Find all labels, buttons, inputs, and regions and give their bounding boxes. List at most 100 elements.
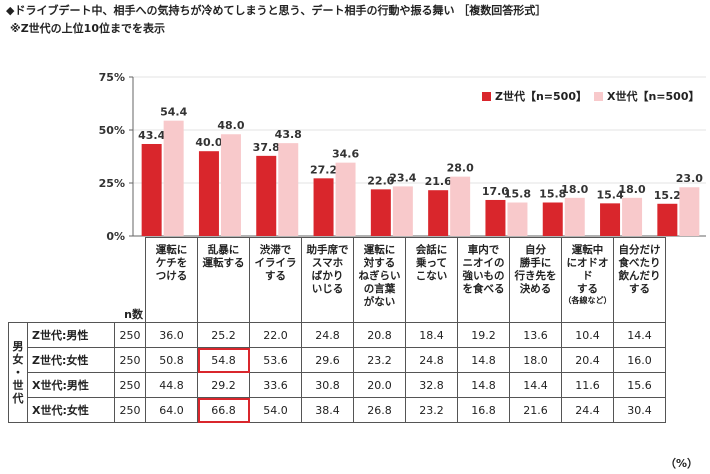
- category-line: つける: [155, 270, 188, 282]
- category-line: 車内で: [467, 244, 500, 256]
- row-label: X世代:女性: [27, 397, 115, 423]
- data-label: 15.4: [596, 188, 623, 201]
- category-header: 運転に 対する ねぎらい の言葉 がない: [353, 237, 406, 323]
- data-label: 43.8: [275, 128, 302, 141]
- table-cell: 24.4: [561, 397, 614, 423]
- category-line: 運転に: [363, 244, 396, 256]
- table-cell: 16.8: [457, 397, 510, 423]
- table-cell: 36.0: [145, 322, 198, 348]
- bar: [657, 203, 678, 236]
- table-cell: 14.4: [509, 372, 562, 398]
- y-tick-label: 75%: [99, 71, 125, 84]
- category-header: 自分だけ 食べたり 飲んだり する: [613, 237, 666, 323]
- bar: [198, 151, 219, 236]
- data-label: 40.0: [195, 136, 222, 149]
- table-cell: 11.6: [561, 372, 614, 398]
- data-label: 23.0: [676, 172, 703, 185]
- bar: [370, 189, 391, 236]
- category-header: 車内で ニオイの 強いもの を食べる: [457, 237, 510, 323]
- data-label: 15.8: [539, 188, 566, 201]
- bar: [450, 176, 471, 236]
- table-cell: 13.6: [509, 322, 562, 348]
- table-cell: 25.2: [197, 322, 250, 348]
- row-label: X世代:男性: [27, 372, 115, 398]
- table-cell: 21.6: [509, 397, 562, 423]
- table-cell: 20.8: [353, 322, 406, 348]
- data-label: 48.0: [217, 119, 244, 132]
- category-line: 飲んだり: [618, 270, 661, 282]
- data-label: 15.2: [654, 189, 681, 202]
- table-cell: 22.0: [249, 322, 302, 348]
- category-line: 自分: [525, 244, 546, 256]
- category-line: ニオイの: [462, 257, 505, 269]
- category-line: 強いもの: [462, 270, 505, 282]
- table-cell: 14.8: [457, 347, 510, 373]
- chart-title: ◆ドライブデート中、相手への気持ちが冷めてしまうと思う、デート相手の行動や振る舞…: [6, 4, 547, 17]
- category-line: ケチを: [155, 257, 188, 269]
- category-note: （各線など）: [563, 296, 612, 305]
- category-line: する: [577, 283, 598, 295]
- category-line: 勝手に: [519, 257, 552, 269]
- data-label: 28.0: [447, 162, 474, 175]
- table-cell: 66.8: [197, 397, 250, 423]
- bar: [564, 197, 585, 236]
- category-line: にオドオド: [566, 257, 609, 282]
- group-label-char: 世: [12, 379, 24, 392]
- category-line: 渋滞で: [259, 244, 292, 256]
- data-label: 27.2: [310, 163, 337, 176]
- bar: [335, 162, 356, 236]
- table-cell: 24.8: [301, 322, 354, 348]
- bar: [679, 187, 700, 236]
- category-line: 運転に: [155, 244, 188, 256]
- category-line: 決める: [519, 283, 552, 295]
- table-row: 男女・世代 Z世代:男性 250 36.0 25.2 22.0 24.8 20.8 18.4 19…: [8, 322, 666, 423]
- data-label: 37.8: [253, 141, 280, 154]
- category-header-row: n数 運転に ケチを つける 乱暴に 運転する 渋滞で イライラ する 助手席で スマホ ばかり いじ…: [9, 237, 666, 323]
- category-line: 助手席で: [306, 244, 349, 256]
- table-cell: 38.4: [301, 397, 354, 423]
- table-cell: 23.2: [405, 397, 458, 423]
- data-label: 43.4: [138, 129, 165, 142]
- category-line: 対する: [363, 257, 396, 269]
- n-value: 250: [114, 397, 146, 423]
- row-label: Z世代:女性: [27, 347, 115, 373]
- table-cell: 53.6: [249, 347, 302, 373]
- table-cell: 19.2: [457, 322, 510, 348]
- category-line: する: [629, 283, 650, 295]
- table-cell: 29.6: [301, 347, 354, 373]
- category-header: 運転中 にオドオド する （各線など）: [561, 237, 614, 323]
- n-value: 250: [114, 322, 146, 348]
- table-cell: 30.4: [613, 397, 666, 423]
- group-label-char: 男: [12, 340, 24, 353]
- table-cell: 33.6: [249, 372, 302, 398]
- data-label: 21.6: [425, 175, 452, 188]
- category-line: 行き先を: [514, 270, 557, 282]
- category-line: こない: [415, 270, 448, 282]
- bar: [313, 178, 334, 236]
- data-label: 15.8: [504, 188, 531, 201]
- category-line: ねぎらい: [358, 270, 401, 282]
- table-cell: 30.8: [301, 372, 354, 398]
- table-row: Z世代:女性 250 50.8 54.8 53.6 29.6 23.2 24.8 14.8 18.…: [9, 347, 666, 373]
- category-line: 食べたり: [618, 257, 661, 269]
- group-label-char: ・: [12, 366, 24, 379]
- table-cell: 20.0: [353, 372, 406, 398]
- unit-label: （%）: [664, 457, 698, 470]
- bar: [163, 120, 184, 236]
- category-header: 運転に ケチを つける: [145, 237, 198, 323]
- group-label-char: 女: [12, 353, 24, 366]
- group-label-char: 代: [12, 392, 24, 405]
- bar: [256, 155, 277, 236]
- breakdown-table: n数 運転に ケチを つける 乱暴に 運転する 渋滞で イライラ する 助手席で スマホ ばかり いじ…: [8, 237, 666, 423]
- category-line: イライラ: [254, 257, 297, 269]
- data-label: 34.6: [332, 148, 359, 161]
- data-label: 23.4: [389, 171, 416, 184]
- category-line: いじる: [311, 283, 344, 295]
- bar: [278, 143, 299, 236]
- n-value: 250: [114, 372, 146, 398]
- data-label: 17.0: [482, 185, 509, 198]
- table-cell: 50.8: [145, 347, 198, 373]
- legend-z-swatch: [482, 91, 491, 101]
- row-label: Z世代:男性: [27, 322, 115, 348]
- category-line: の言葉: [363, 283, 396, 295]
